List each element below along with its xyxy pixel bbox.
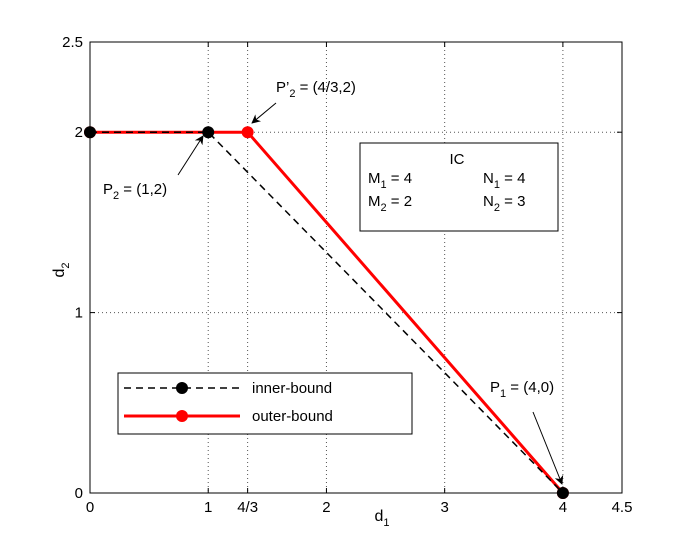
- legend-marker-inner-bound: [176, 382, 188, 394]
- info-box-n1: N1 = 4: [483, 170, 525, 191]
- y-axis-label-base: d: [51, 269, 68, 278]
- legend: inner-bound outer-bound: [117, 372, 413, 435]
- info-box-m2: M2 = 2: [368, 193, 412, 214]
- annotation-arrow-p2: [177, 135, 204, 176]
- x-tick-label: 2: [322, 499, 330, 516]
- y-tick-label: 1: [75, 305, 83, 322]
- legend-label-outer-bound: outer-bound: [252, 408, 333, 425]
- y-tick-label: 2.5: [62, 34, 83, 51]
- info-box-m1: M1 = 4: [368, 170, 412, 191]
- y-tick-label: 0: [75, 485, 83, 502]
- x-axis-label: d1: [374, 508, 389, 529]
- annotation-p2prime: P’2 = (4/3,2): [276, 79, 356, 100]
- annotations: P’2 = (4/3,2) P2 = (1,2) P1 = (4,0): [103, 79, 564, 485]
- x-tick-label: 1: [204, 499, 212, 516]
- legend-label-inner-bound: inner-bound: [252, 380, 332, 397]
- x-tick-label: 3: [440, 499, 448, 516]
- annotation-arrow-p2prime: [251, 102, 277, 124]
- x-tick-label: 4/3: [237, 499, 258, 516]
- x-tick-label: 0: [86, 499, 94, 516]
- y-axis-label-sub: 2: [60, 262, 72, 268]
- info-box-title: IC: [450, 151, 465, 168]
- y-axis-label: d2: [51, 262, 72, 277]
- ticks: 0 1 4/3 2 3 4 4.5 0 1 2 2.5: [62, 34, 632, 516]
- x-axis-label-sub: 1: [383, 517, 389, 529]
- info-box-frame: [359, 142, 559, 232]
- annotation-arrow-p1: [532, 411, 564, 485]
- x-tick-label: 4: [559, 499, 567, 516]
- y-tick-label: 2: [75, 124, 83, 141]
- annotation-p2: P2 = (1,2): [103, 181, 167, 202]
- series-point-outer-bound: [241, 126, 254, 139]
- x-axis-label-base: d: [374, 508, 383, 525]
- axes-frame: [89, 41, 623, 494]
- x-tick-label: 4.5: [612, 499, 633, 516]
- legend-frame: [117, 372, 413, 435]
- legend-marker-outer-bound: [176, 410, 188, 422]
- annotation-p1: P1 = (4,0): [490, 379, 554, 400]
- info-box: IC M1 = 4 N1 = 4 M2 = 2 N2 = 3: [359, 142, 559, 232]
- series-point-inner-bound: [202, 126, 215, 139]
- info-box-n2: N2 = 3: [483, 193, 525, 214]
- series-line-inner-bound: [90, 131, 564, 494]
